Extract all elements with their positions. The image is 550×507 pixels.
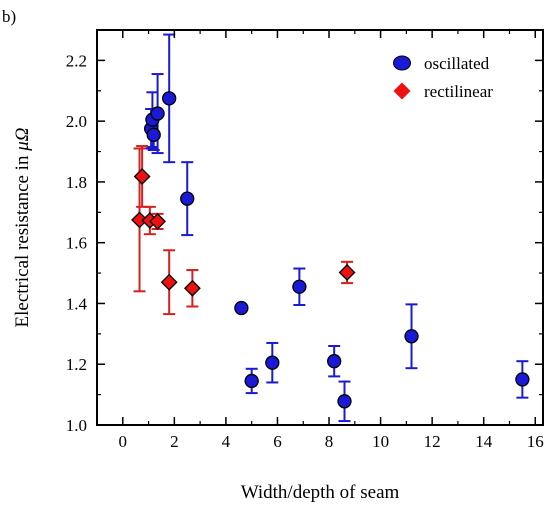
data-point-oscillated [516, 373, 529, 386]
x-axis-label: Width/depth of seam [241, 482, 400, 503]
x-tick-label: 0 [119, 432, 128, 451]
y-tick-label: 2.0 [66, 112, 87, 131]
x-tick-label: 2 [170, 432, 179, 451]
data-point-oscillated [328, 355, 341, 368]
legend-item-oscillated: oscillated [394, 54, 490, 73]
data-point-rectilinear [162, 275, 177, 290]
legend-marker [394, 56, 411, 70]
legend-item-rectilinear: rectilinear [394, 82, 494, 101]
data-point-oscillated [163, 92, 176, 105]
x-tick-label: 6 [273, 432, 282, 451]
legend-marker [394, 83, 411, 100]
legend-label: oscillated [424, 54, 490, 73]
data-point-oscillated [338, 395, 351, 408]
data-point-rectilinear [340, 265, 355, 280]
y-tick-label: 1.8 [66, 173, 87, 192]
y-tick-label: 1.6 [66, 234, 87, 253]
data-point-rectilinear [185, 281, 200, 296]
data-point-oscillated [245, 374, 258, 387]
y-tick-label: 1.4 [66, 294, 88, 313]
x-tick-label: 14 [475, 432, 493, 451]
data-point-oscillated [181, 192, 194, 205]
data-point-oscillated [293, 280, 306, 293]
panel-label: b) [2, 7, 16, 26]
x-tick-label: 4 [222, 432, 231, 451]
series-rectilinear [132, 146, 355, 314]
data-point-rectilinear [135, 169, 150, 184]
y-axis-label: Electrical resistance in μΩ [12, 127, 33, 327]
y-tick-label: 2.2 [66, 51, 87, 70]
legend: oscillated rectilinear [394, 54, 494, 101]
y-tick-label: 1.0 [66, 416, 87, 435]
x-tick-label: 10 [372, 432, 389, 451]
x-tick-label: 16 [527, 432, 544, 451]
data-point-oscillated [147, 128, 160, 141]
data-point-oscillated [151, 107, 164, 120]
x-tick-label: 8 [325, 432, 334, 451]
y-axis-label-unit: μΩ [12, 127, 33, 152]
x-tick-label: 12 [424, 432, 441, 451]
data-point-oscillated [405, 330, 418, 343]
legend-label: rectilinear [424, 82, 493, 101]
y-tick-label: 1.2 [66, 355, 87, 374]
data-point-oscillated [235, 302, 248, 315]
y-axis-label-prefix: Electrical resistance in [12, 151, 33, 328]
data-point-oscillated [266, 356, 279, 369]
